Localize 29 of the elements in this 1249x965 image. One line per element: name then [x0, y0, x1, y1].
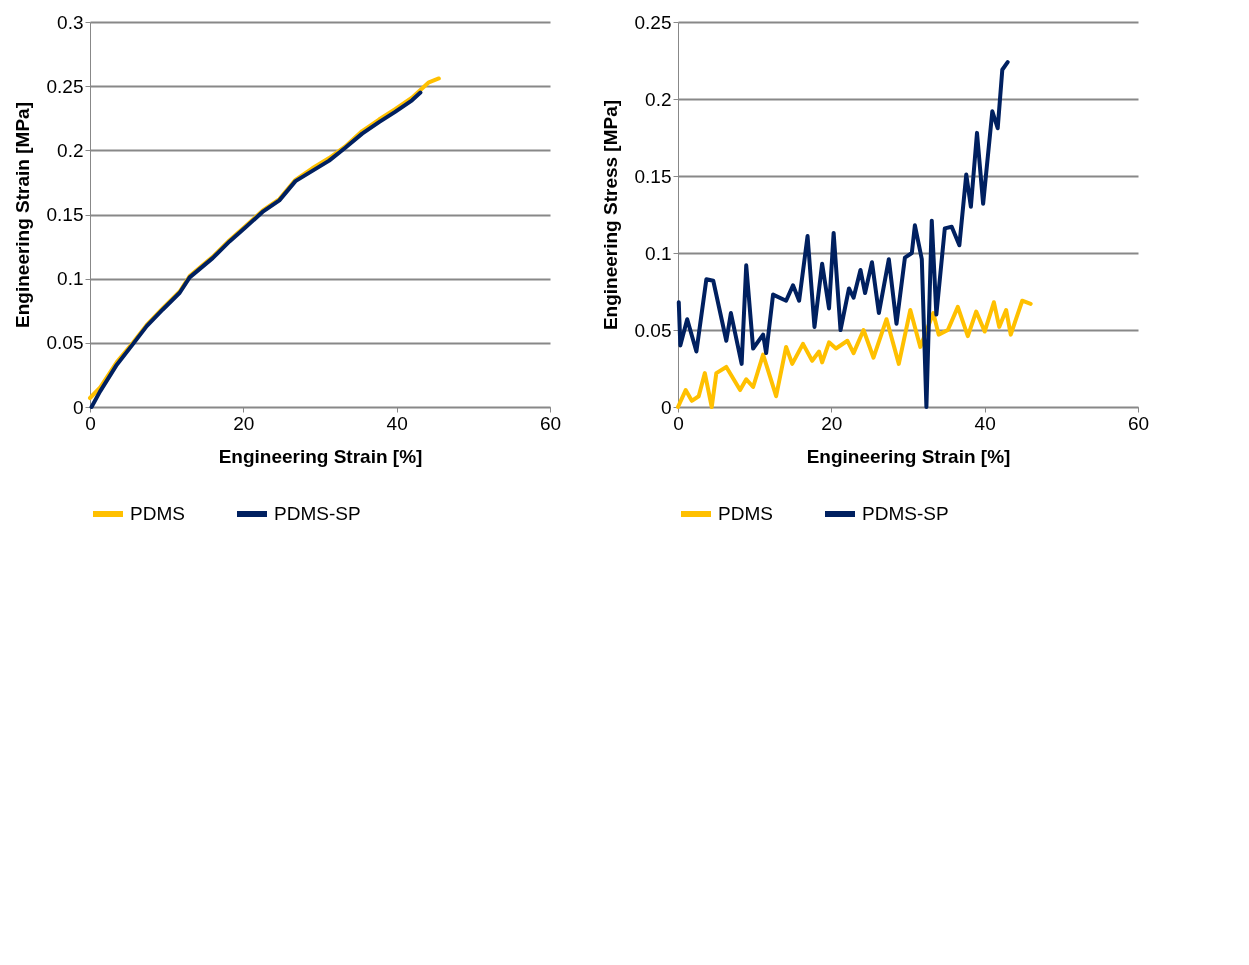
y-tick-label: 0.15 [46, 204, 84, 225]
y-tick-label: 0.15 [634, 165, 672, 187]
x-tick-label: 40 [386, 412, 408, 434]
y-tick-label: 0.25 [634, 11, 672, 33]
legend-label: PDMS-SP [274, 503, 361, 524]
y-tick-label: 0 [72, 396, 84, 418]
x-tick-label: 20 [821, 412, 843, 434]
y-tick-label: 0 [660, 396, 672, 418]
y-axis-title: Engineering Stress [MPa] [599, 99, 621, 331]
legend-label: PDMS [130, 503, 185, 524]
x-tick-label: 60 [539, 412, 562, 434]
x-axis-title: Engineering Strain [%] [806, 445, 1011, 467]
line-series [676, 298, 1033, 409]
legend-label: PDMS-SP [862, 503, 949, 524]
y-tick-label: 0.2 [57, 139, 84, 161]
x-tick-label: 60 [1127, 412, 1150, 434]
y-axis-title: Engineering Strain [MPa] [11, 102, 33, 328]
y-tick-label: 0.05 [634, 319, 672, 341]
y-tick-label: 0.1 [57, 268, 84, 290]
x-tick-label: 40 [974, 412, 996, 434]
x-tick-label: 20 [233, 412, 255, 434]
y-tick-label: 0.1 [645, 242, 672, 264]
x-axis-title: Engineering Strain [%] [218, 445, 423, 467]
y-tick-label: 0.2 [645, 88, 672, 110]
y-tick-label: 0.25 [46, 75, 84, 97]
line-series [676, 60, 1010, 409]
legend-label: PDMS [718, 503, 773, 524]
y-tick-label: 0.05 [46, 332, 84, 354]
y-tick-label: 0.3 [57, 11, 84, 33]
